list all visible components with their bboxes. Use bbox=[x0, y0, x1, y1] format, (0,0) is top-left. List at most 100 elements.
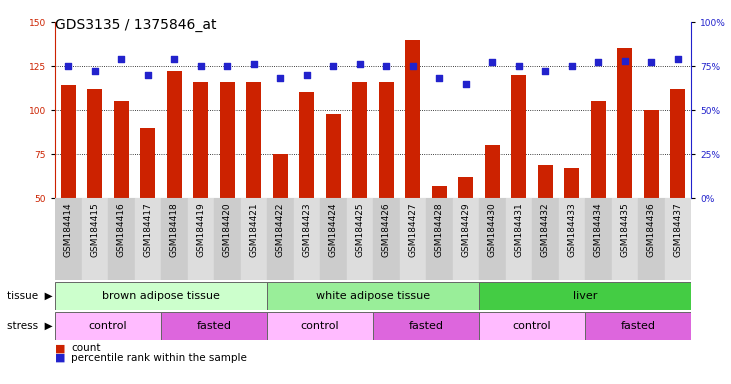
Text: GSM184415: GSM184415 bbox=[90, 202, 99, 257]
Point bbox=[248, 61, 260, 67]
Text: fasted: fasted bbox=[621, 321, 656, 331]
Text: brown adipose tissue: brown adipose tissue bbox=[102, 291, 220, 301]
Point bbox=[619, 58, 631, 64]
Bar bbox=[214, 198, 240, 280]
Point bbox=[433, 75, 445, 81]
Bar bbox=[240, 198, 267, 280]
Bar bbox=[506, 198, 532, 280]
Bar bbox=[81, 198, 108, 280]
Text: GSM184420: GSM184420 bbox=[223, 202, 232, 257]
Text: GSM184430: GSM184430 bbox=[488, 202, 497, 257]
Bar bbox=[373, 198, 400, 280]
Bar bbox=[564, 168, 579, 198]
Text: GSM184422: GSM184422 bbox=[276, 202, 285, 257]
Point bbox=[380, 63, 392, 69]
Bar bbox=[161, 198, 187, 280]
Text: GSM184426: GSM184426 bbox=[382, 202, 391, 257]
Bar bbox=[373, 312, 479, 340]
Bar bbox=[638, 198, 664, 280]
Text: GSM184414: GSM184414 bbox=[64, 202, 73, 257]
Bar bbox=[479, 282, 691, 310]
Text: GSM184437: GSM184437 bbox=[673, 202, 682, 257]
Bar bbox=[585, 198, 612, 280]
Bar bbox=[294, 198, 320, 280]
Point bbox=[274, 75, 286, 81]
Point bbox=[354, 61, 366, 67]
Text: control: control bbox=[88, 321, 127, 331]
Text: GSM184427: GSM184427 bbox=[408, 202, 417, 257]
Point bbox=[486, 60, 498, 66]
Bar bbox=[618, 48, 632, 198]
Bar bbox=[585, 312, 691, 340]
Bar bbox=[320, 198, 346, 280]
Bar bbox=[246, 82, 261, 198]
Bar bbox=[426, 198, 452, 280]
Bar bbox=[664, 198, 691, 280]
Text: GSM184425: GSM184425 bbox=[355, 202, 364, 257]
Text: liver: liver bbox=[573, 291, 597, 301]
Text: percentile rank within the sample: percentile rank within the sample bbox=[71, 353, 247, 363]
Bar bbox=[55, 312, 161, 340]
Bar bbox=[452, 198, 479, 280]
Bar bbox=[167, 71, 181, 198]
Bar bbox=[352, 82, 367, 198]
Bar bbox=[512, 75, 526, 198]
Bar bbox=[135, 198, 161, 280]
Bar bbox=[61, 85, 75, 198]
Point bbox=[460, 81, 471, 87]
Point bbox=[221, 63, 233, 69]
Text: white adipose tissue: white adipose tissue bbox=[316, 291, 430, 301]
Bar bbox=[267, 282, 479, 310]
Text: stress  ▶: stress ▶ bbox=[7, 321, 53, 331]
Point bbox=[62, 63, 74, 69]
Bar bbox=[267, 198, 294, 280]
Point bbox=[539, 68, 551, 74]
Point bbox=[301, 72, 313, 78]
Point bbox=[672, 56, 683, 62]
Bar bbox=[161, 312, 267, 340]
Bar bbox=[479, 312, 585, 340]
Point bbox=[513, 63, 525, 69]
Text: GSM184423: GSM184423 bbox=[302, 202, 311, 257]
Bar bbox=[612, 198, 638, 280]
Point bbox=[115, 56, 127, 62]
Text: GSM184436: GSM184436 bbox=[647, 202, 656, 257]
Bar bbox=[379, 82, 393, 198]
Text: GSM184428: GSM184428 bbox=[435, 202, 444, 257]
Text: GSM184432: GSM184432 bbox=[541, 202, 550, 257]
Point bbox=[89, 68, 101, 74]
Text: GSM184435: GSM184435 bbox=[620, 202, 629, 257]
Text: count: count bbox=[71, 343, 101, 353]
Bar bbox=[88, 89, 102, 198]
Text: GSM184416: GSM184416 bbox=[117, 202, 126, 257]
Point bbox=[327, 63, 339, 69]
Text: GSM184431: GSM184431 bbox=[514, 202, 523, 257]
Text: GDS3135 / 1375846_at: GDS3135 / 1375846_at bbox=[55, 18, 216, 32]
Text: tissue  ▶: tissue ▶ bbox=[7, 291, 53, 301]
Bar bbox=[644, 110, 659, 198]
Text: control: control bbox=[300, 321, 339, 331]
Bar bbox=[273, 154, 287, 198]
Bar bbox=[108, 198, 135, 280]
Text: control: control bbox=[512, 321, 551, 331]
Bar bbox=[485, 145, 499, 198]
Text: GSM184417: GSM184417 bbox=[143, 202, 152, 257]
Bar bbox=[300, 93, 314, 198]
Bar bbox=[558, 198, 585, 280]
Bar bbox=[140, 127, 155, 198]
Bar bbox=[479, 198, 506, 280]
Text: GSM184434: GSM184434 bbox=[594, 202, 603, 257]
Bar bbox=[220, 82, 235, 198]
Point bbox=[592, 60, 604, 66]
Point bbox=[566, 63, 577, 69]
Bar bbox=[400, 198, 426, 280]
Point bbox=[168, 56, 180, 62]
Text: GSM184418: GSM184418 bbox=[170, 202, 179, 257]
Text: GSM184424: GSM184424 bbox=[329, 202, 338, 257]
Text: ■: ■ bbox=[55, 353, 66, 363]
Text: ■: ■ bbox=[55, 343, 66, 353]
Point bbox=[195, 63, 207, 69]
Bar bbox=[55, 198, 81, 280]
Point bbox=[142, 72, 154, 78]
Bar bbox=[670, 89, 685, 198]
